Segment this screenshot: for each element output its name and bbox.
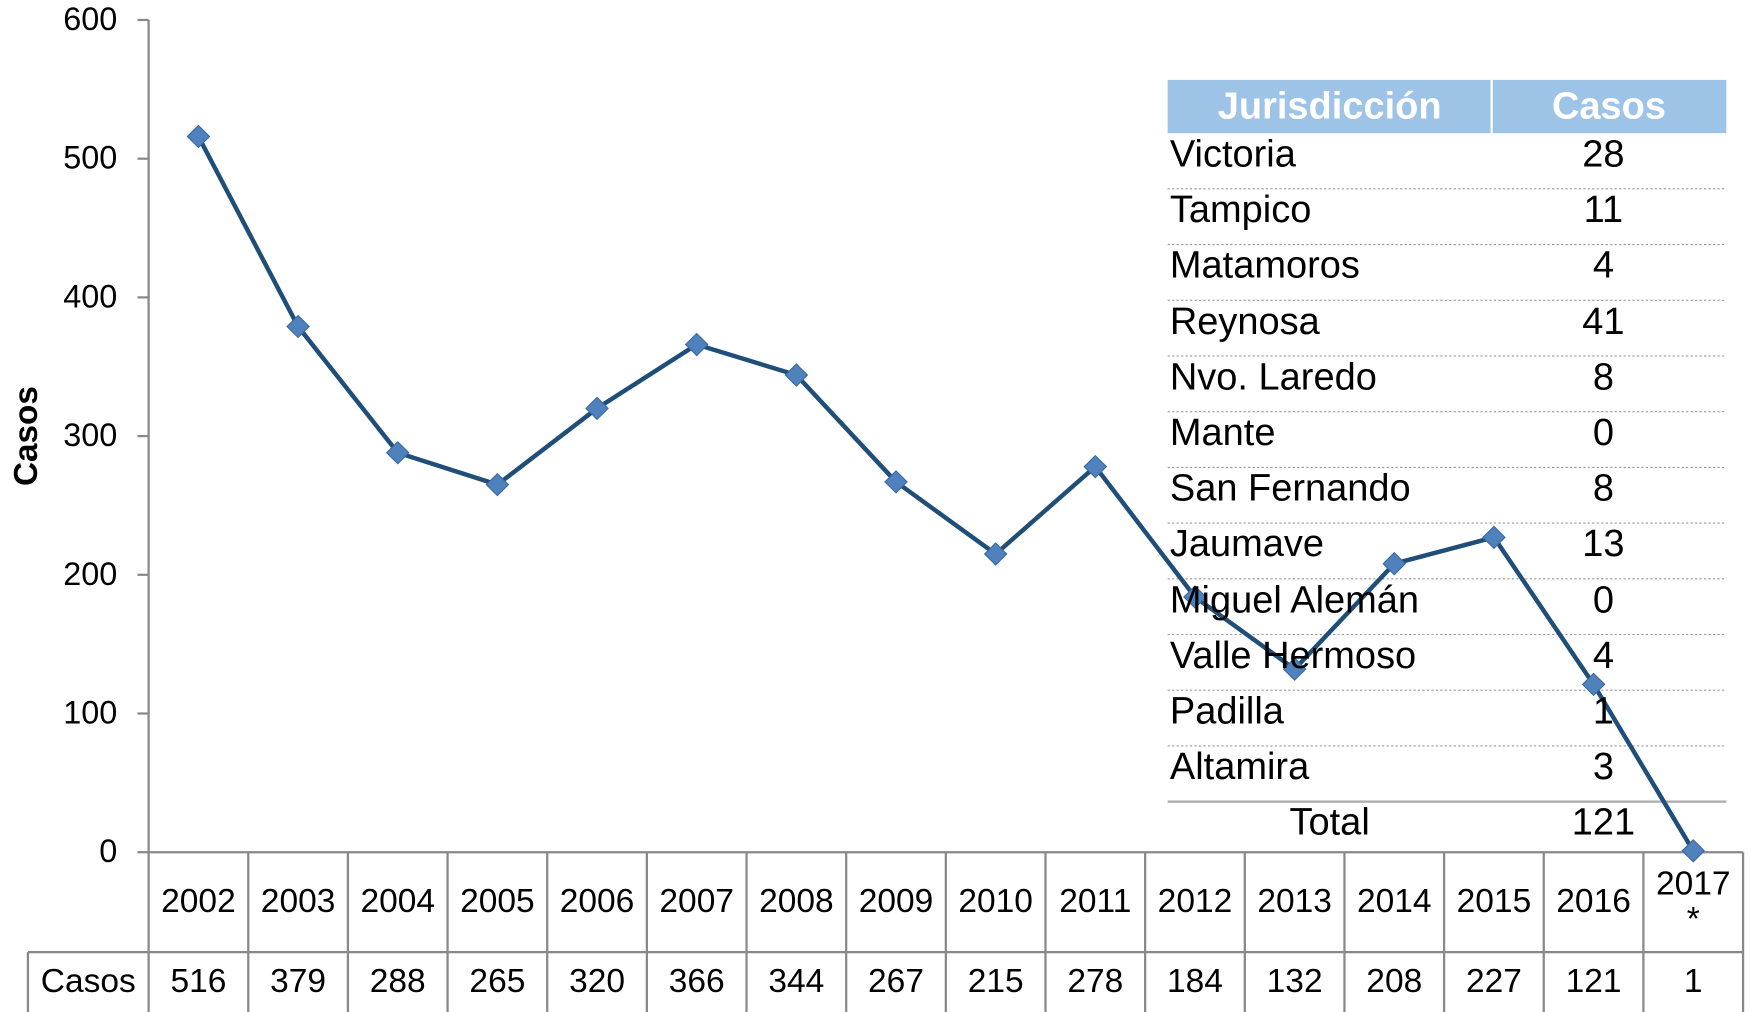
table-cell: 1 xyxy=(1592,690,1614,733)
table-cell: Victoria xyxy=(1169,133,1296,176)
x-tick-label: 2002 xyxy=(161,883,236,920)
table-cell: 11 xyxy=(1583,188,1624,232)
table-value: 379 xyxy=(270,963,327,1000)
x-tick-label: 2004 xyxy=(360,883,436,920)
table-cell: Miguel Alemán xyxy=(1169,578,1420,621)
marker xyxy=(186,124,211,149)
table-cell: 8 xyxy=(1592,467,1614,510)
table-cell: 41 xyxy=(1582,300,1625,343)
table-value: 267 xyxy=(868,963,924,1000)
table-cell: Valle Hermoso xyxy=(1169,634,1417,677)
y-tick-label: 300 xyxy=(63,418,118,454)
table-cell: 8 xyxy=(1592,355,1614,399)
table-cell: Matamoros xyxy=(1169,244,1360,287)
table-cell: Altamira xyxy=(1169,745,1310,789)
marker xyxy=(1282,657,1307,681)
table-header: Jurisdicción xyxy=(1217,85,1442,128)
table-cell: 0 xyxy=(1592,578,1614,621)
x-tick-label: 2005 xyxy=(460,883,535,920)
table-cell: Reynosa xyxy=(1169,300,1320,343)
marker xyxy=(884,470,908,494)
table-cell: 3 xyxy=(1592,745,1614,789)
table-cell: Padilla xyxy=(1169,690,1284,733)
table-header: Casos xyxy=(1551,85,1667,128)
x-tick-label: 2017 * xyxy=(1655,865,1731,938)
table-total: 121 xyxy=(1571,801,1636,844)
y-tick-label: 400 xyxy=(63,279,118,316)
table-value: 366 xyxy=(668,963,725,1000)
table-cell: Nvo. Laredo xyxy=(1169,355,1377,399)
marker xyxy=(983,542,1008,566)
table-cell: Tampico xyxy=(1169,188,1312,232)
x-tick-label: 2016 xyxy=(1556,883,1631,920)
table-cell: 4 xyxy=(1592,244,1614,287)
x-tick-label: 2011 xyxy=(1059,883,1132,920)
table-value: 227 xyxy=(1465,963,1522,1000)
series-name: Casos xyxy=(40,963,136,1000)
table-value: 278 xyxy=(1067,963,1124,1000)
y-tick-label: 600 xyxy=(63,2,118,38)
marker xyxy=(286,314,310,339)
table-value: 1 xyxy=(1683,963,1703,1000)
marker xyxy=(1083,454,1108,479)
x-tick-label: 2006 xyxy=(559,883,635,920)
table-value: 288 xyxy=(369,963,426,1000)
marker xyxy=(1681,839,1706,863)
marker xyxy=(385,440,410,465)
x-tick-label: 2007 xyxy=(659,883,734,920)
table-value: 184 xyxy=(1167,963,1223,1000)
table-value: 215 xyxy=(967,963,1024,1000)
line xyxy=(196,135,1696,852)
marker xyxy=(784,363,809,387)
table-cell: 13 xyxy=(1582,523,1625,566)
x-tick-label: 2012 xyxy=(1157,883,1233,920)
x-tick-label: 2015 xyxy=(1456,883,1532,920)
x-tick-label: 2014 xyxy=(1356,883,1432,920)
table-value: 265 xyxy=(469,963,526,1000)
marker xyxy=(1581,672,1606,697)
table-cell: 0 xyxy=(1592,411,1614,454)
table-cell: Mante xyxy=(1169,411,1276,454)
x-tick-label: 2003 xyxy=(260,883,336,920)
y-tick-label: 500 xyxy=(63,140,118,177)
table-value: 516 xyxy=(170,963,227,1000)
table-cell: 4 xyxy=(1592,634,1614,677)
y-tick-label: 200 xyxy=(63,557,118,593)
marker xyxy=(1183,585,1207,609)
marker xyxy=(485,472,510,497)
table-cell: San Fernando xyxy=(1169,467,1411,510)
table-value: 320 xyxy=(569,963,626,1000)
x-tick-label: 2009 xyxy=(858,883,934,920)
table-value: 132 xyxy=(1266,963,1323,1000)
table-value: 121 xyxy=(1565,963,1622,1000)
table-cell: 28 xyxy=(1582,133,1625,176)
marker xyxy=(684,332,709,357)
marker xyxy=(585,396,609,421)
y-tick-label: 0 xyxy=(99,834,118,870)
x-tick-label: 2010 xyxy=(958,883,1033,920)
x-tick-label: 2013 xyxy=(1257,883,1332,920)
table-cell: Jaumave xyxy=(1169,523,1325,566)
marker xyxy=(1382,551,1407,576)
marker xyxy=(1482,525,1506,550)
table-header-bg xyxy=(1167,79,1727,134)
table-value: 344 xyxy=(768,963,825,1000)
table-value: 208 xyxy=(1366,963,1423,1000)
table-total: Total xyxy=(1289,801,1370,844)
x-tick-label: 2008 xyxy=(759,883,834,920)
y-tick-label: 100 xyxy=(63,695,118,732)
